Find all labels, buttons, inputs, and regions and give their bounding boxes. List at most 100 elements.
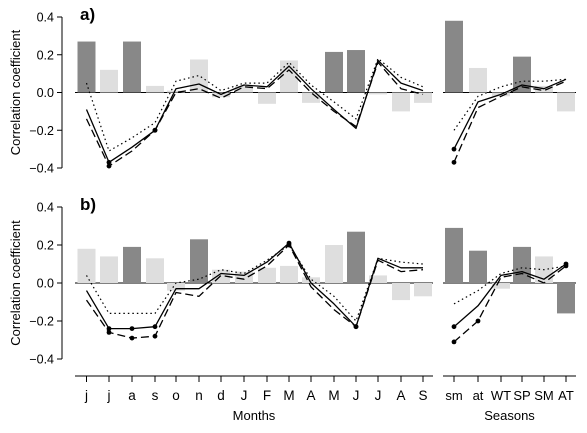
bar-seasons [557, 92, 575, 112]
series-marker-dashed [129, 335, 135, 341]
x-tick-label: F [263, 388, 271, 403]
y-axis-title: Correlation coefficient [8, 29, 23, 155]
x-tick-label: J [353, 388, 360, 403]
series-line-dashed-seasons [453, 80, 567, 163]
x-tick-label: SP [513, 388, 530, 403]
x-tick-label: J [241, 388, 248, 403]
series-marker-dashed [475, 318, 481, 324]
y-tick-label: −0.2 [29, 124, 54, 138]
bar-months [77, 41, 96, 93]
x-tick-label: A [396, 388, 405, 403]
bar-months [123, 246, 141, 283]
panel-label: a) [80, 5, 95, 24]
series-line-dotted-seasons [453, 78, 567, 131]
y-tick-label: −0.2 [29, 315, 54, 329]
series-marker-dashed [451, 339, 457, 345]
series-marker-dashed [152, 333, 158, 339]
x-tick-label: n [195, 388, 203, 403]
x-tick-label: at [473, 388, 484, 403]
bar-seasons [557, 283, 575, 314]
bar-seasons [445, 20, 463, 93]
x-tick-label: s [152, 388, 159, 403]
bar-months [167, 90, 185, 93]
x-tick-label: j [84, 388, 88, 403]
y-tick-label: −0.4 [29, 353, 54, 367]
series-marker-dashed [152, 127, 158, 133]
bar-months [190, 239, 208, 283]
bar-seasons [513, 246, 531, 283]
x-tick-label: M [283, 388, 294, 403]
bar-months [235, 271, 253, 283]
bar-months [100, 256, 118, 283]
y-tick-label: −0.4 [29, 162, 54, 176]
y-tick-label: 0.0 [37, 86, 54, 100]
bar-months [414, 92, 432, 103]
series-marker-dashed [106, 163, 112, 169]
bar-months [347, 50, 365, 93]
bar-months [392, 283, 410, 301]
panel-label: b) [80, 195, 96, 214]
y-tick-label: 0.2 [37, 48, 54, 62]
x-tick-label: WT [491, 388, 511, 403]
bar-months [235, 85, 253, 93]
bar-months [146, 85, 164, 93]
x-tick-label: M [328, 388, 339, 403]
bar-seasons [513, 56, 531, 93]
bar-months [302, 92, 320, 103]
x-tick-label: AT [558, 388, 574, 403]
bar-months [325, 245, 343, 283]
bar-months [100, 69, 118, 93]
bar-months [302, 277, 320, 283]
series-line-dotted-seasons [453, 265, 567, 305]
series-marker-dashed [106, 330, 112, 335]
series-line-dashed-seasons [453, 265, 567, 343]
bar-months [347, 231, 365, 283]
x-tick-label: j [107, 388, 111, 403]
x-tick-label: d [217, 388, 225, 403]
bar-months [369, 92, 387, 95]
y-axis-title: Correlation coefficient [8, 220, 23, 346]
bar-months [167, 283, 185, 291]
y-tick-label: 0.4 [37, 11, 54, 25]
series-marker-solid [451, 324, 457, 330]
bar-seasons [469, 250, 487, 283]
series-line-dashed-months [85, 61, 424, 167]
series-marker-dashed [353, 324, 359, 330]
x-tick-label: A [306, 388, 315, 403]
series-line-solid-seasons [453, 263, 567, 328]
bar-months [280, 265, 298, 283]
bar-months [190, 59, 208, 93]
y-tick-label: 0.4 [37, 201, 54, 215]
bar-months [280, 60, 298, 93]
x-tick-label: a [128, 388, 136, 403]
series-line-dashed-months [85, 244, 424, 339]
bar-months [77, 248, 96, 283]
series-line-solid-seasons [453, 78, 567, 150]
x-tick-label: S [418, 388, 427, 403]
x-tick-label: SM [534, 388, 554, 403]
bar-months [392, 92, 410, 112]
series-marker-dashed [451, 159, 457, 165]
x-tick-label: o [172, 388, 180, 403]
x-axis-title-months: Months [233, 408, 276, 423]
series-marker-solid [129, 326, 135, 331]
y-tick-label: 0.2 [37, 239, 54, 253]
bar-months [258, 92, 276, 104]
x-tick-label: J [375, 388, 382, 403]
bar-months [146, 258, 164, 283]
bar-seasons [492, 283, 510, 289]
bar-months [414, 283, 432, 297]
bar-months [258, 267, 276, 283]
y-tick-label: 0.0 [37, 277, 54, 291]
bar-months [123, 41, 141, 93]
x-axis-title-seasons: Seasons [484, 408, 535, 423]
bar-seasons [469, 67, 487, 93]
series-marker-solid [451, 146, 457, 152]
series-marker-solid [152, 324, 158, 330]
x-tick-label: sm [445, 388, 462, 403]
bar-months [325, 51, 343, 93]
bar-months [369, 275, 387, 283]
bar-seasons [445, 227, 463, 283]
